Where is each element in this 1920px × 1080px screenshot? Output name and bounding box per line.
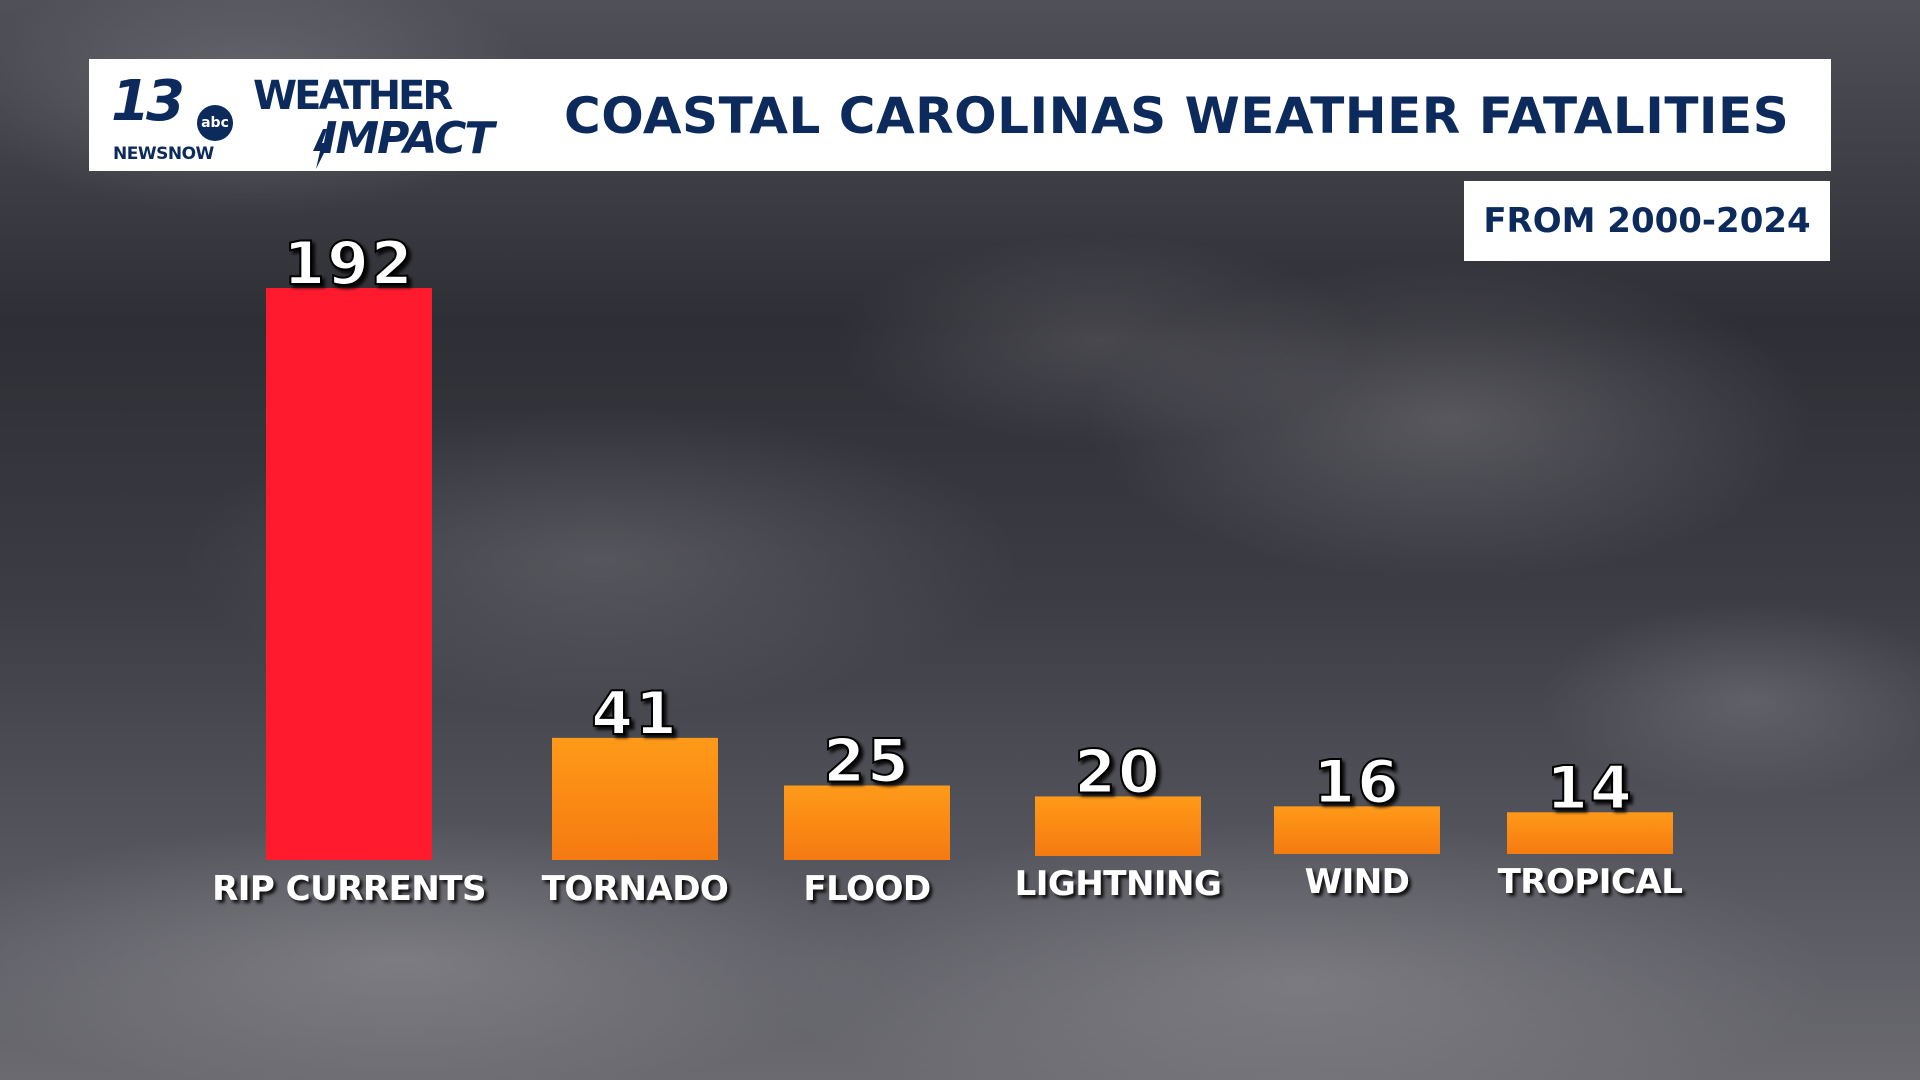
logo-channel: 13 [111, 69, 185, 134]
bar-rip-currents [266, 288, 432, 860]
logo-brand-impact: IMPACT [321, 113, 494, 164]
category-label: FLOOD [803, 869, 930, 909]
value-label: 20 [1074, 737, 1162, 807]
date-range-badge: FROM 2000-2024 [1464, 181, 1830, 261]
category-label: RIP CURRENTS [212, 869, 486, 909]
lightning-bolt-icon [313, 129, 329, 169]
logo-network: abc [197, 105, 233, 141]
chart-subtitle: FROM 2000-2024 [1483, 201, 1811, 241]
station-logo: 13 abc NEWSNOW WEATHER IMPACT [111, 69, 531, 169]
logo-station: NEWSNOW [113, 144, 214, 164]
chart-title: COASTAL CAROLINAS WEATHER FATALITIES [564, 87, 1790, 145]
bar-wind [1274, 806, 1440, 854]
value-label: 192 [283, 229, 414, 299]
header-banner: 13 abc NEWSNOW WEATHER IMPACT COASTAL CA… [89, 59, 1831, 171]
value-label: 41 [591, 679, 679, 749]
category-label: TROPICAL [1498, 862, 1683, 902]
logo-brand-weather: WEATHER [253, 73, 453, 119]
bar-tropical [1507, 812, 1673, 854]
value-label: 25 [823, 727, 911, 797]
bar-lightning [1035, 796, 1201, 856]
value-label: 14 [1546, 753, 1634, 823]
bar-flood [784, 785, 950, 860]
category-label: LIGHTNING [1015, 864, 1222, 904]
category-label: WIND [1305, 862, 1410, 902]
value-label: 16 [1313, 747, 1401, 817]
category-label: TORNADO [542, 869, 729, 909]
bar-tornado [552, 737, 718, 860]
